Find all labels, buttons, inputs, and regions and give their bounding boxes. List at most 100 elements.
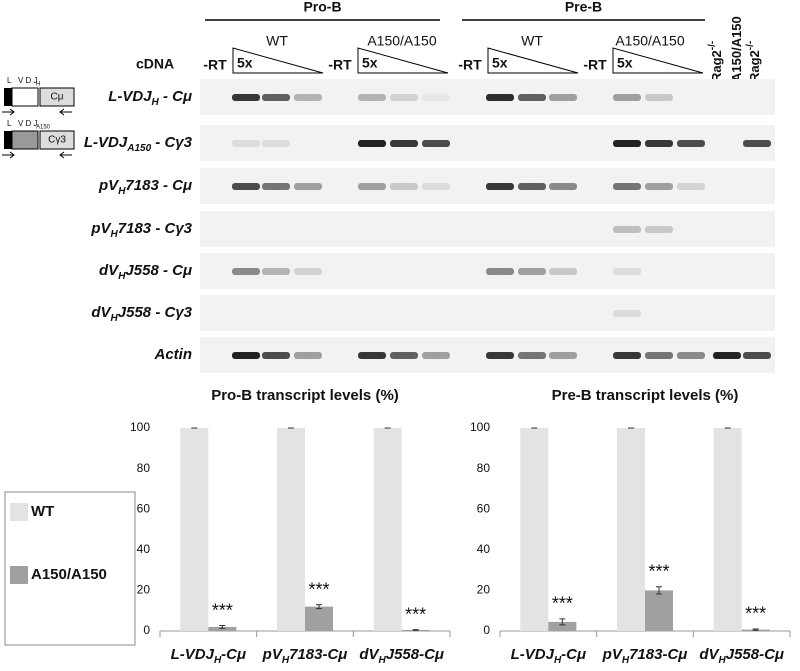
text-part: 7183 - Cμ [125, 177, 192, 194]
chart-title: Pro-B transcript levels (%) [211, 387, 399, 404]
x-tick-label: L-VDJH-Cμ [511, 646, 586, 666]
error-bar [219, 625, 226, 629]
gel-band [613, 140, 641, 147]
gel-band [677, 140, 705, 147]
legend-swatch [10, 566, 28, 584]
gel-band [518, 183, 546, 190]
bar [548, 621, 577, 631]
text-part: dV [99, 262, 120, 279]
bar [373, 428, 402, 631]
gel-band [232, 94, 260, 101]
gel-band [613, 226, 641, 233]
gel-band [294, 352, 322, 359]
gel-band [677, 183, 705, 190]
text-part: H [111, 313, 119, 324]
segment-c [39, 87, 75, 107]
bar [277, 428, 305, 631]
gel-band [713, 352, 741, 359]
dilution-triangle [232, 47, 324, 74]
row-label: Actin [154, 346, 193, 363]
gel-band [743, 140, 771, 147]
gel-band [645, 226, 673, 233]
gel-band [486, 94, 514, 101]
row-label: dVHJ558 - Cγ3 [91, 304, 192, 324]
diagram-label: L [7, 119, 12, 128]
significance: *** [405, 604, 426, 624]
text-part: J558-Cμ [726, 646, 784, 663]
text-part: - Cγ3 [151, 134, 193, 151]
gel-band [645, 94, 673, 101]
subgroup-label: A150/A150 [615, 33, 684, 49]
gel-band [613, 310, 641, 317]
gel-band [743, 352, 771, 359]
subgroup-label: WT [266, 33, 288, 49]
legend-swatch [10, 503, 28, 521]
gel-band [232, 352, 260, 359]
minus-rt: -RT [328, 57, 352, 73]
y-tick-label: 20 [137, 583, 151, 597]
y-tick-label: 20 [477, 583, 491, 597]
gel-band [294, 268, 322, 275]
gel-band [613, 268, 641, 275]
diagram-label: L [7, 76, 12, 85]
legend-label: A150/A150 [31, 566, 107, 583]
text-part: -/- [745, 41, 756, 50]
gel-band [262, 352, 290, 359]
text-part: L-VDJ [108, 88, 152, 105]
segment-leader [4, 131, 12, 149]
gel-band [518, 352, 546, 359]
text-part: L-VDJ [511, 646, 555, 663]
row-label: pVH7183 - Cμ [98, 177, 192, 197]
x-tick-label: dVHJ558-Cμ [359, 646, 444, 666]
minus-rt: -RT [583, 57, 607, 73]
gel-band [645, 183, 673, 190]
gel-band [549, 183, 577, 190]
text-part: H [118, 186, 126, 197]
y-tick-label: 40 [477, 542, 491, 556]
bar [713, 428, 742, 631]
gel-band [486, 268, 514, 275]
text-part: dV [699, 646, 720, 663]
text-part: H [379, 655, 387, 666]
dilution-label: 5x [237, 55, 253, 71]
bar [180, 428, 209, 631]
text-part: pV [602, 646, 624, 663]
x-tick-label: pVH7183-Cμ [602, 646, 688, 666]
gel-band [358, 94, 386, 101]
bar [520, 428, 549, 631]
gel-band [422, 352, 450, 359]
row-label: L-VDJH - Cμ [108, 88, 192, 108]
gel-band [613, 352, 641, 359]
diagram-label: V D J [18, 76, 38, 85]
x-tick-label: dVHJ558-Cμ [699, 646, 784, 666]
text-part: -/- [707, 41, 718, 50]
group-label: Pro-B [303, 0, 341, 15]
gel-band [358, 140, 386, 147]
segment-vdj [11, 87, 39, 107]
row-label: L-VDJA150 - Cγ3 [84, 134, 193, 154]
error-bar [412, 629, 419, 631]
gel-band [645, 352, 673, 359]
segment-vdj [11, 130, 39, 150]
text-part: H [719, 655, 727, 666]
gel-band [422, 183, 450, 190]
text-part: pV [262, 646, 284, 663]
primer-arrows [2, 108, 72, 116]
text-part: pV [90, 220, 112, 237]
gel-band [262, 140, 290, 147]
gel-band [486, 352, 514, 359]
text-part: H [152, 97, 160, 108]
error-bar [752, 628, 759, 631]
gel-band [294, 94, 322, 101]
diagram-label: H [36, 82, 40, 88]
significance: *** [212, 600, 233, 620]
y-tick-label: 60 [137, 501, 151, 515]
gel-band [390, 352, 418, 359]
gel-band [390, 140, 418, 147]
gel-band [294, 183, 322, 190]
gel-band [613, 183, 641, 190]
gel-band [486, 183, 514, 190]
subgroup-label: WT [521, 33, 543, 49]
gel-band [232, 268, 260, 275]
x-tick-label: pVH7183-Cμ [262, 646, 348, 666]
